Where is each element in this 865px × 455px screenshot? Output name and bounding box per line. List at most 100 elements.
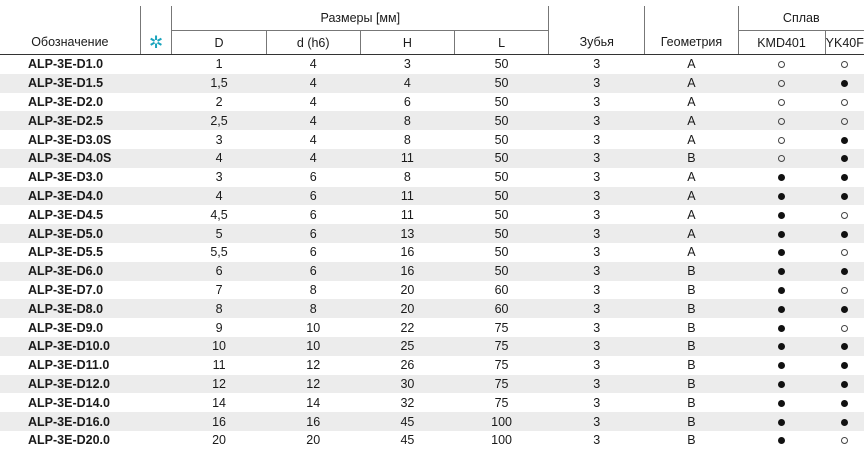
open-circle-icon (841, 249, 849, 257)
open-circle-icon (841, 324, 849, 332)
D-cell: 2,5 (171, 111, 267, 131)
yk40f-cell (825, 299, 864, 319)
D-cell: 5,5 (210, 245, 228, 260)
kmd401-cell (738, 374, 826, 394)
open-circle-icon (778, 155, 786, 163)
filled-circle-icon (778, 380, 786, 388)
geometry-cell: A (687, 94, 696, 109)
D-cell: 5 (171, 224, 267, 243)
filled-circle-icon (778, 174, 786, 182)
L-cell: 50 (494, 94, 509, 109)
star-cell (140, 168, 172, 187)
table-row: ALP-3E-D14.0 14 14 32 75 3 B (0, 393, 864, 412)
D-cell: 20 (212, 433, 226, 448)
yk40f-cell (825, 130, 864, 149)
geometry-cell: B (644, 261, 739, 281)
alloy-yk40f-header: YK40F (824, 30, 864, 55)
d-h6-cell: 4 (309, 57, 317, 72)
L-cell: 50 (494, 170, 509, 185)
designation-cell: ALP-3E-D2.5 (0, 111, 141, 131)
yk40f-cell (825, 243, 864, 262)
yk40f-cell (825, 261, 864, 281)
yk40f-cell (825, 356, 864, 375)
D-cell: 2 (215, 94, 223, 109)
kmd401-cell (738, 318, 825, 337)
teeth-header: Зубья (548, 30, 645, 55)
star-cell (140, 93, 172, 112)
star-header: ✲ (139, 30, 172, 55)
D-cell: 1 (215, 57, 223, 72)
yk40f-cell (825, 186, 864, 206)
filled-circle-icon (841, 305, 849, 313)
table-row: ALP-3E-D11.0 11 12 26 75 3 B (0, 356, 864, 375)
L-cell: 75 (494, 358, 509, 373)
L-cell: 50 (454, 186, 549, 206)
D-cell: 14 (212, 395, 226, 410)
table-row: ALP-3E-D4.0S 4 4 11 50 3 B (0, 148, 864, 168)
d-h6-cell: 10 (306, 320, 321, 335)
filled-circle-icon (841, 399, 849, 407)
star-cell (140, 73, 172, 93)
star-cell (140, 130, 172, 149)
filled-circle-icon (778, 305, 786, 313)
L-cell: 75 (454, 374, 549, 394)
L-cell: 50 (454, 111, 549, 131)
H-cell: 8 (403, 170, 411, 185)
H-cell: 8 (360, 111, 455, 131)
table-row: ALP-3E-D20.0 20 20 45 100 3 B (0, 431, 864, 450)
yk40f-cell (825, 111, 864, 131)
teeth-cell: 3 (593, 245, 601, 260)
d-h6-cell: 6 (266, 261, 361, 281)
designation-cell: ALP-3E-D16.0 (0, 412, 141, 431)
H-cell: 11 (360, 148, 455, 168)
teeth-cell: 3 (593, 320, 601, 335)
table-row: ALP-3E-D7.0 7 8 20 60 3 B (0, 281, 864, 300)
designation-cell: ALP-3E-D11.0 (28, 358, 110, 373)
d-h6-cell: 4 (266, 111, 361, 131)
kmd401-cell (738, 111, 826, 131)
H-cell: 26 (400, 358, 415, 373)
designation-cell: ALP-3E-D2.0 (28, 94, 104, 109)
yk40f-cell (825, 205, 864, 224)
col-header-d-h6: d (h6) (265, 30, 361, 55)
filled-circle-icon (778, 418, 786, 426)
D-cell: 7 (215, 282, 223, 297)
teeth-cell: 3 (548, 148, 645, 168)
H-cell: 32 (400, 395, 415, 410)
kmd401-cell (738, 243, 825, 262)
kmd401-cell (738, 168, 825, 187)
alloy-group-header: Сплав (737, 6, 864, 31)
teeth-cell: 3 (593, 358, 601, 373)
filled-circle-icon (841, 136, 849, 144)
star-cell (140, 111, 172, 131)
designation-cell: ALP-3E-D9.0 (28, 320, 104, 335)
teeth-cell: 3 (548, 186, 645, 206)
teeth-cell: 3 (548, 224, 645, 243)
yk40f-cell (825, 93, 864, 112)
table-row: ALP-3E-D1.0 1 4 3 50 3 A (0, 55, 864, 74)
d-h6-cell: 4 (309, 132, 317, 147)
H-cell: 22 (400, 320, 415, 335)
D-cell: 3 (215, 170, 223, 185)
L-cell: 50 (454, 73, 549, 93)
kmd401-cell (738, 205, 825, 224)
kmd401-cell (738, 55, 825, 74)
alloy-kmd401-header: KMD401 (737, 30, 826, 55)
star-cell (140, 55, 172, 74)
geometry-cell: A (687, 207, 696, 222)
star-cell (140, 148, 172, 168)
teeth-cell: 3 (593, 282, 601, 297)
teeth-cell: 3 (593, 170, 601, 185)
L-cell: 100 (454, 412, 549, 431)
d-h6-cell: 10 (266, 336, 361, 356)
d-h6-cell: 12 (306, 358, 321, 373)
table-row: ALP-3E-D10.0 10 10 25 75 3 B (0, 336, 864, 356)
d-h6-cell: 8 (266, 299, 361, 319)
D-cell: 1,5 (171, 73, 267, 93)
teeth-cell: 3 (548, 336, 645, 356)
table-row: ALP-3E-D8.0 8 8 20 60 3 B (0, 299, 864, 319)
filled-circle-icon (778, 286, 786, 294)
L-cell: 50 (494, 245, 509, 260)
geometry-cell: B (644, 148, 739, 168)
teeth-cell: 3 (593, 94, 601, 109)
